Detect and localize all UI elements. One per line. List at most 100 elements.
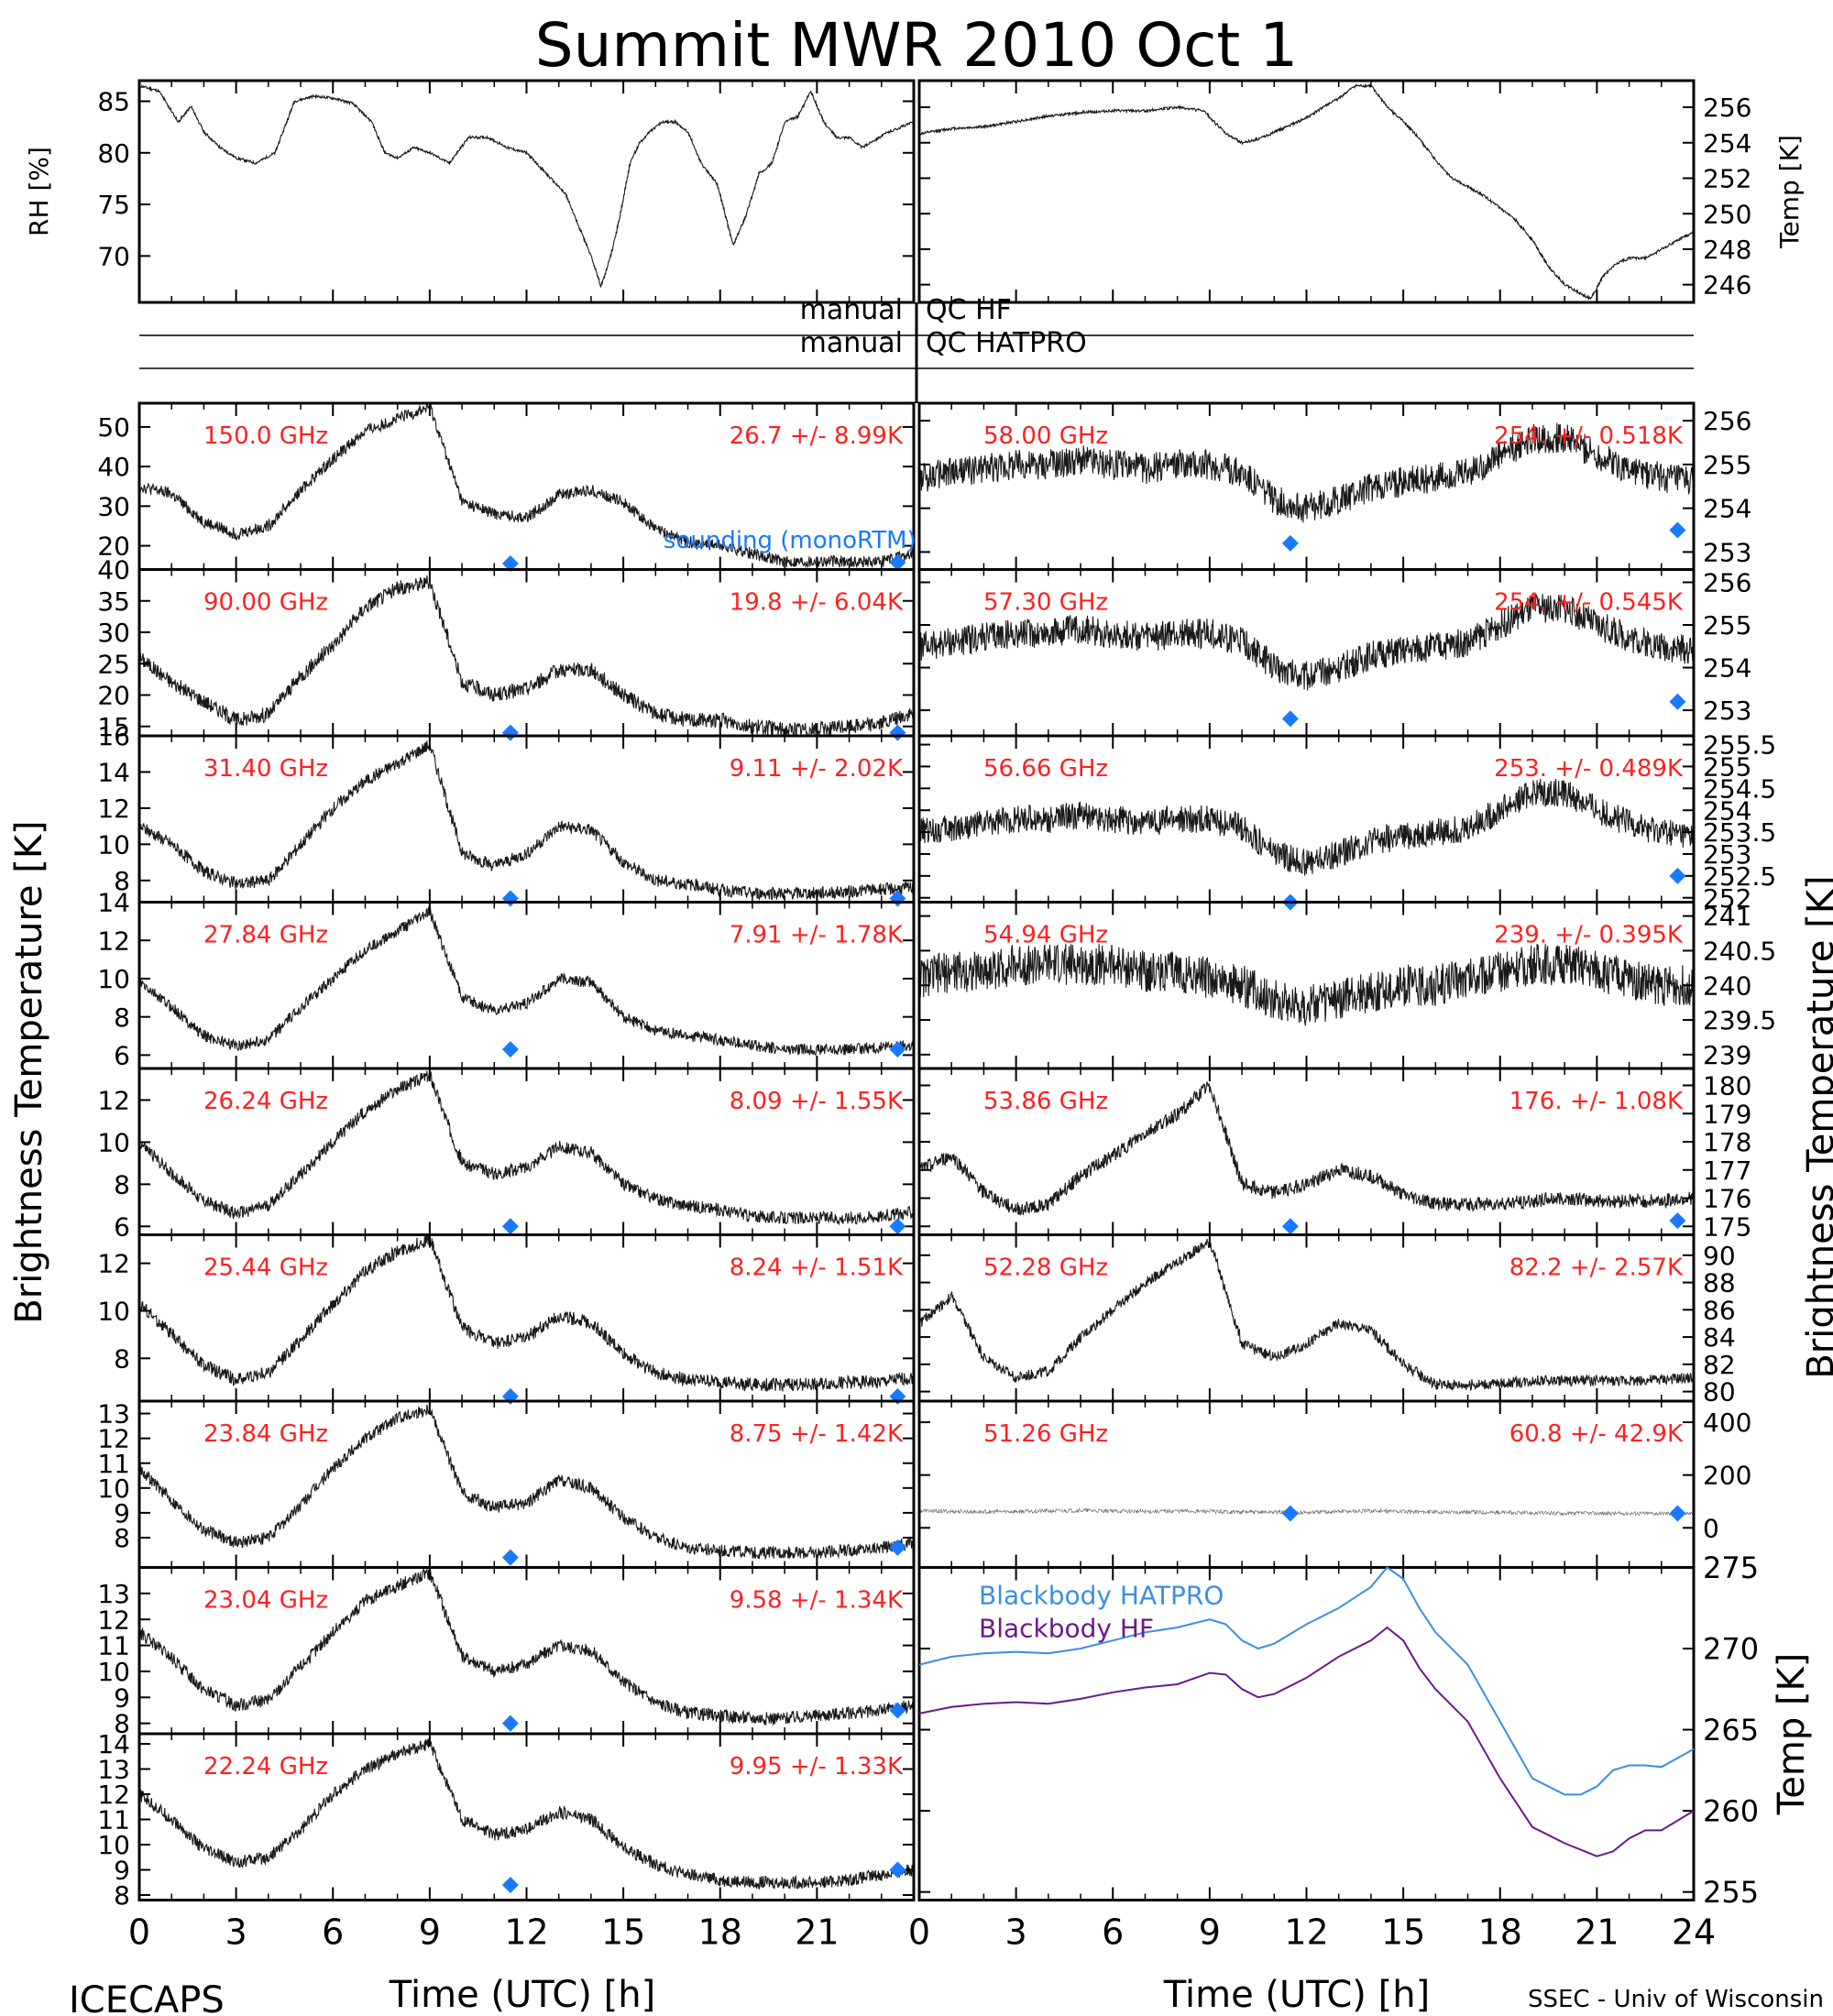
- sounding-marker: [1281, 534, 1299, 552]
- y-tick-label: 14: [97, 888, 130, 918]
- panel-chan-right-6: 0 200 400 51.26 GHz 60.8 +/- 42.9K: [917, 1399, 1751, 1569]
- y-tick-label: 252.5: [1703, 861, 1776, 892]
- y-tick-label: 8: [114, 1880, 130, 1911]
- met-ylabel: RH [%]: [24, 147, 54, 236]
- y-tick-label: 90: [1703, 1241, 1736, 1271]
- x-tick-label: 12: [504, 1912, 548, 1953]
- y-tick-label: 70: [97, 241, 130, 271]
- y-tick-label: 0: [1703, 1513, 1719, 1543]
- y-tick-label: 20: [97, 681, 130, 711]
- panel-frame: [917, 79, 1696, 304]
- y-tick-label: 10: [97, 829, 130, 860]
- blackbody-legend-entry: Blackbody HATPRO: [979, 1581, 1224, 1611]
- qc-label-right: QC HF: [926, 294, 1012, 326]
- y-tick-label: 200: [1703, 1461, 1751, 1491]
- sounding-marker: [889, 1861, 906, 1879]
- y-tick-label: 10: [97, 1474, 130, 1504]
- y-tick-label: 8: [114, 866, 130, 896]
- sounding-marker: [889, 553, 906, 571]
- channel-stats: 9.11 +/- 2.02K: [730, 755, 904, 783]
- y-tick-label: 10: [97, 1297, 130, 1327]
- data-trace: [138, 906, 916, 1056]
- y-tick-label: 252: [1703, 164, 1751, 194]
- x-tick-label: 0: [128, 1912, 150, 1953]
- chart-title: Summit MWR 2010 Oct 1: [535, 10, 1299, 81]
- x-tick-label: 21: [1575, 1912, 1619, 1953]
- y-tick-label: 10: [97, 964, 130, 994]
- y-tick-label: 9: [114, 1856, 130, 1886]
- channel-frequency: 51.26 GHz: [983, 1420, 1108, 1448]
- sounding-marker: [889, 1702, 906, 1719]
- y-tick-label: 254.5: [1703, 773, 1776, 804]
- channel-frequency: 56.66 GHz: [983, 755, 1108, 783]
- y-tick-label: 11: [97, 1805, 130, 1835]
- channel-stats: 8.24 +/- 1.51K: [730, 1255, 904, 1282]
- y-tick-label: 86: [1703, 1295, 1736, 1325]
- y-tick-label: 248: [1703, 235, 1751, 265]
- y-tick-label: 253: [1703, 696, 1751, 726]
- footer-left: ICECAPS: [69, 1979, 225, 2016]
- qc-label-right: QC HATPRO: [926, 327, 1087, 359]
- channel-stats: 253. +/- 0.489K: [1494, 755, 1684, 783]
- y-tick-label: 12: [97, 794, 130, 824]
- channel-frequency: 90.00 GHz: [203, 589, 328, 617]
- y-tick-label: 275: [1703, 1550, 1759, 1585]
- panel-met-right: 246 248 250 252 254 256 Temp [K]: [917, 79, 1805, 304]
- channel-frequency: 23.84 GHz: [203, 1420, 328, 1448]
- sounding-marker: [501, 890, 519, 907]
- channel-frequency: 150.0 GHz: [203, 422, 328, 450]
- y-axis-label-right: Brightness Temperature [K]: [1800, 875, 1833, 1378]
- channel-frequency: 57.30 GHz: [983, 589, 1108, 617]
- y-tick-label: 254: [1703, 795, 1751, 826]
- channel-stats: 9.95 +/- 1.33K: [730, 1753, 904, 1780]
- y-tick-label: 13: [97, 1579, 130, 1609]
- y-tick-label: 270: [1703, 1632, 1759, 1667]
- data-trace: [138, 740, 916, 901]
- y-tick-label: 178: [1703, 1127, 1751, 1157]
- data-trace: [138, 1404, 916, 1561]
- sounding-marker: [501, 555, 519, 573]
- channel-frequency: 31.40 GHz: [203, 755, 328, 783]
- data-trace: [138, 575, 916, 738]
- blackbody-ylabel: Temp [K]: [1771, 1653, 1813, 1816]
- channel-frequency: 52.28 GHz: [983, 1255, 1108, 1282]
- met-ylabel: Temp [K]: [1774, 135, 1805, 249]
- y-tick-label: 239.5: [1703, 1005, 1776, 1035]
- y-tick-label: 9: [114, 1682, 130, 1713]
- y-tick-label: 9: [114, 1498, 130, 1528]
- sounding-marker: [1281, 1218, 1299, 1235]
- y-tick-label: 15: [97, 712, 130, 742]
- y-tick-label: 40: [97, 452, 130, 482]
- y-tick-label: 180: [1703, 1071, 1751, 1101]
- channel-frequency: 23.04 GHz: [203, 1587, 328, 1615]
- y-tick-label: 239: [1703, 1040, 1751, 1070]
- x-axis-label-right: Time (UTC) [h]: [1163, 1974, 1430, 2016]
- y-tick-label: 30: [97, 618, 130, 648]
- data-trace: [138, 1567, 916, 1726]
- y-tick-label: 240.5: [1703, 937, 1776, 967]
- data-trace: [138, 401, 916, 569]
- blackbody-legend-entry: Blackbody HF: [979, 1614, 1154, 1644]
- y-tick-label: 255: [1703, 1875, 1759, 1910]
- y-tick-label: 84: [1703, 1322, 1736, 1353]
- y-tick-label: 75: [97, 190, 130, 220]
- sounding-marker: [501, 1549, 519, 1566]
- data-trace: [918, 1081, 1696, 1216]
- sounding-marker: [1669, 1212, 1686, 1230]
- data-trace: [918, 943, 1696, 1026]
- sounding-marker: [1281, 710, 1299, 728]
- x-tick-label: 15: [1381, 1912, 1425, 1953]
- panel-chan-left-4: 6 8 10 12 26.24 GHz 8.09 +/- 1.55K: [97, 1067, 916, 1242]
- y-tick-label: 50: [97, 412, 130, 443]
- y-tick-label: 14: [97, 1729, 130, 1759]
- footer-right: SSEC - Univ of Wisconsin: [1528, 1986, 1824, 2013]
- channel-stats: 7.91 +/- 1.78K: [730, 922, 904, 949]
- channel-stats: 254. +/- 0.545K: [1494, 589, 1684, 617]
- panel-blackbody: 255 260 265 270 275 Blackbody HATPROBlackbody…: [917, 1550, 1813, 1910]
- y-tick-label: 13: [97, 1399, 130, 1430]
- sounding-marker: [501, 1715, 519, 1732]
